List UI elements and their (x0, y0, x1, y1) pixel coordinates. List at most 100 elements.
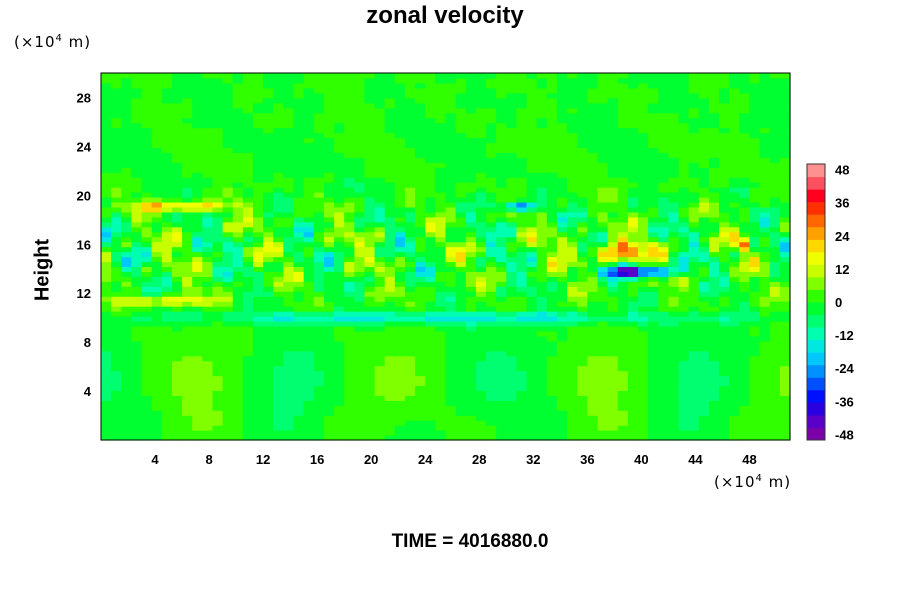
heatmap-cell (263, 385, 274, 392)
heatmap-cell (729, 271, 740, 277)
heatmap-cell (769, 425, 781, 431)
heatmap-cell (354, 87, 366, 94)
heatmap-cell (182, 296, 193, 302)
heatmap-cell (273, 167, 284, 173)
heatmap-cell (121, 157, 132, 163)
heatmap-cell (607, 132, 619, 139)
heatmap-cell (394, 211, 406, 218)
heatmap-cell (111, 340, 122, 347)
heatmap-cell (374, 380, 386, 387)
heatmap-cell (435, 117, 447, 124)
heatmap-cell (303, 375, 315, 382)
heatmap-cell (202, 87, 214, 94)
heatmap-cell (779, 390, 791, 396)
heatmap-cell (556, 182, 568, 188)
heatmap-cell (455, 286, 467, 292)
heatmap-cell (293, 320, 305, 327)
heatmap-cell (445, 281, 457, 287)
heatmap-cell (202, 137, 214, 144)
heatmap-cell (769, 350, 781, 357)
heatmap-cell (171, 385, 183, 392)
heatmap-cell (668, 335, 680, 342)
heatmap-cell (648, 385, 659, 392)
heatmap-cell (779, 360, 791, 367)
heatmap-cell (273, 177, 284, 183)
heatmap-cell (749, 365, 761, 372)
heatmap-cell (445, 172, 457, 178)
heatmap-cell (263, 281, 274, 287)
heatmap-cell (323, 192, 335, 198)
heatmap-cell (597, 370, 609, 377)
heatmap-cell (242, 425, 254, 431)
heatmap-cell (283, 380, 295, 387)
heatmap-cell (516, 370, 528, 377)
heatmap-cell (496, 395, 507, 401)
heatmap-cell (323, 137, 335, 144)
heatmap-cell (242, 142, 254, 148)
heatmap-cell (769, 375, 781, 382)
heatmap-cell (597, 77, 609, 84)
heatmap-cell (354, 335, 366, 342)
heatmap-cell (151, 400, 163, 406)
heatmap-cell (171, 335, 183, 342)
heatmap-cell (597, 172, 609, 178)
heatmap-cell (719, 340, 730, 347)
heatmap-cell (708, 375, 720, 382)
heatmap-cell (607, 102, 619, 109)
heatmap-cell (293, 375, 305, 382)
heatmap-cell (293, 400, 305, 406)
heatmap-cell (516, 147, 528, 153)
heatmap-cell (293, 201, 305, 208)
heatmap-cell (648, 201, 659, 208)
heatmap-cell (334, 291, 345, 297)
heatmap-cell (749, 92, 761, 99)
heatmap-cell (455, 142, 467, 148)
heatmap-cell (141, 112, 153, 119)
heatmap-cell (556, 112, 568, 119)
heatmap-cell (273, 266, 284, 272)
heatmap-cell (222, 187, 234, 193)
heatmap-cell (323, 281, 335, 287)
heatmap-cell (374, 97, 386, 104)
heatmap-cell (273, 97, 284, 104)
heatmap-cell (252, 375, 264, 382)
heatmap-cell (334, 415, 345, 421)
heatmap-cell (607, 320, 619, 327)
heatmap-cell (769, 256, 781, 263)
heatmap-cell (425, 340, 436, 347)
heatmap-cell (293, 430, 305, 436)
heatmap-cell (506, 216, 518, 223)
heatmap-cell (182, 241, 193, 248)
heatmap-cell (546, 112, 558, 119)
heatmap-cell (607, 301, 619, 307)
heatmap-cell (151, 162, 163, 168)
heatmap-cell (759, 405, 771, 411)
heatmap-cell (577, 291, 588, 297)
heatmap-cell (719, 221, 730, 228)
heatmap-cell (303, 286, 315, 292)
heatmap-cell (617, 365, 629, 372)
heatmap-cell (425, 132, 436, 139)
heatmap-cell (293, 132, 305, 139)
heatmap-cell (202, 172, 214, 178)
heatmap-cell (465, 281, 477, 287)
heatmap-cell (425, 311, 436, 317)
heatmap-cell (252, 316, 264, 322)
heatmap-cell (496, 385, 507, 392)
heatmap-cell (212, 152, 224, 158)
heatmap-cell (293, 221, 305, 228)
heatmap-cell (465, 296, 477, 302)
heatmap-cell (384, 182, 396, 188)
heatmap-cell (283, 325, 295, 332)
heatmap-cell (121, 271, 132, 277)
heatmap-cell (242, 316, 254, 322)
heatmap-cell (486, 296, 497, 302)
heatmap-cell (252, 192, 264, 198)
heatmap-cell (303, 316, 315, 322)
heatmap-cell (354, 127, 366, 134)
heatmap-cell (161, 360, 173, 367)
heatmap-cell (536, 256, 548, 263)
heatmap-cell (486, 112, 497, 119)
heatmap-cell (121, 142, 132, 148)
heatmap-cell (344, 430, 355, 436)
